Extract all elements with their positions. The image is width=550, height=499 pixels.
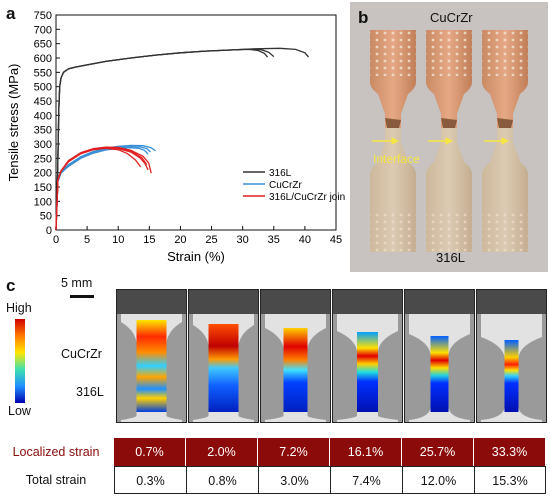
y-tick-label: 250 — [34, 153, 52, 165]
y-tick-label: 650 — [34, 39, 52, 51]
specimen-drawing — [370, 30, 528, 252]
series-line — [55, 47, 310, 231]
y-tick-label: 450 — [34, 96, 52, 108]
dic-frame — [332, 289, 403, 423]
colorbar-low-label: Low — [8, 404, 31, 418]
y-tick-label: 200 — [34, 168, 52, 180]
dic-frame — [404, 289, 475, 423]
x-tick-label: 20 — [174, 234, 186, 246]
y-tick-label: 0 — [46, 225, 52, 237]
total-strain-label: Total strain — [25, 473, 87, 487]
dic-frame — [188, 289, 259, 423]
scale-bar-label: 5 mm — [61, 276, 93, 290]
localized-strain-cell: 33.3% — [474, 438, 546, 466]
y-tick-label: 700 — [34, 24, 52, 36]
y-tick-label: 100 — [34, 196, 52, 208]
x-axis-title: Strain (%) — [167, 249, 225, 264]
photo-label-cucrzr: CuCrZr — [430, 10, 473, 25]
series-line — [55, 48, 269, 231]
y-tick-label: 500 — [34, 82, 52, 94]
specimen-2 — [426, 30, 472, 252]
stress-strain-chart: 0 5 10 15 20 25 30 35 40 450501001502002503003504… — [6, 10, 345, 264]
y-tick-label: 150 — [34, 182, 52, 194]
chart-axes: 0 5 10 15 20 25 30 35 40 450501001502002503003504… — [6, 10, 342, 264]
total-strain-cell: 7.4% — [330, 466, 402, 494]
localized-strain-cell: 7.2% — [258, 438, 330, 466]
y-tick-label: 350 — [34, 125, 52, 137]
y-tick-label: 550 — [34, 67, 52, 79]
x-tick-label: 0 — [53, 234, 59, 246]
dic-strain-map — [477, 290, 546, 422]
total-strain-row: Total strain 0.3% 0.8% 3.0% 7.4% 12.0% 15.3% — [0, 466, 550, 494]
panel-label-c: c — [6, 276, 16, 295]
y-tick-label: 50 — [40, 211, 52, 223]
total-strain-cell: 3.0% — [258, 466, 330, 494]
legend-label: 316L/CuCrZr joint — [269, 192, 345, 203]
interface-label: Interface — [373, 152, 420, 166]
scale-bar — [70, 295, 94, 298]
chart-series — [55, 47, 310, 231]
colorbar-high-label: High — [6, 301, 32, 315]
localized-strain-cell: 0.7% — [114, 438, 186, 466]
total-strain-cell: 12.0% — [402, 466, 474, 494]
dic-strain-map — [117, 290, 186, 422]
y-tick-label: 300 — [34, 139, 52, 151]
dic-strain-map — [261, 290, 330, 422]
interface-arrows — [372, 137, 510, 145]
material-label-316l: 316L — [76, 385, 104, 399]
legend-label: 316L — [269, 168, 292, 179]
dic-frame — [260, 289, 331, 423]
localized-strain-cell: 2.0% — [186, 438, 258, 466]
photo-label-316l: 316L — [436, 250, 465, 265]
y-axis-title: Tensile stress (MPa) — [6, 64, 21, 182]
legend-label: CuCrZr — [269, 180, 302, 191]
y-tick-label: 750 — [34, 10, 52, 22]
x-tick-label: 5 — [84, 234, 90, 246]
total-strain-cell: 0.8% — [186, 466, 258, 494]
localized-strain-label: Localized strain — [12, 445, 100, 459]
dic-frame — [476, 289, 547, 423]
x-tick-label: 35 — [268, 234, 280, 246]
localized-strain-row: Localized strain 0.7% 2.0% 7.2% 16.1% 25.7% 3… — [0, 438, 550, 466]
localized-strain-cell: 16.1% — [330, 438, 402, 466]
dic-frame — [116, 289, 187, 423]
x-tick-label: 30 — [237, 234, 249, 246]
dic-strain-map — [189, 290, 258, 422]
dic-strain-map — [333, 290, 402, 422]
panel-label-a: a — [6, 4, 16, 23]
series-line — [55, 48, 275, 231]
y-tick-label: 600 — [34, 53, 52, 65]
specimen-3 — [482, 30, 528, 252]
plot-frame — [55, 14, 337, 231]
x-tick-label: 15 — [143, 234, 155, 246]
series-line — [55, 146, 148, 231]
total-strain-cell: 15.3% — [474, 466, 546, 494]
specimen-photo: b CuCrZr Interface 316L — [350, 2, 548, 272]
total-strain-cell: 0.3% — [114, 466, 186, 494]
x-tick-label: 10 — [112, 234, 124, 246]
x-tick-label: 45 — [330, 234, 342, 246]
x-tick-label: 25 — [205, 234, 217, 246]
dic-strain-map — [405, 290, 474, 422]
y-tick-label: 400 — [34, 110, 52, 122]
specimen-1 — [370, 30, 416, 252]
dic-panel: c 5 mm High Low CuCrZr 316L — [0, 270, 550, 499]
material-label-cucrzr: CuCrZr — [61, 347, 102, 361]
localized-strain-cell: 25.7% — [402, 438, 474, 466]
x-tick-label: 40 — [299, 234, 311, 246]
panel-label-b: b — [358, 8, 369, 27]
colorbar — [15, 319, 25, 403]
